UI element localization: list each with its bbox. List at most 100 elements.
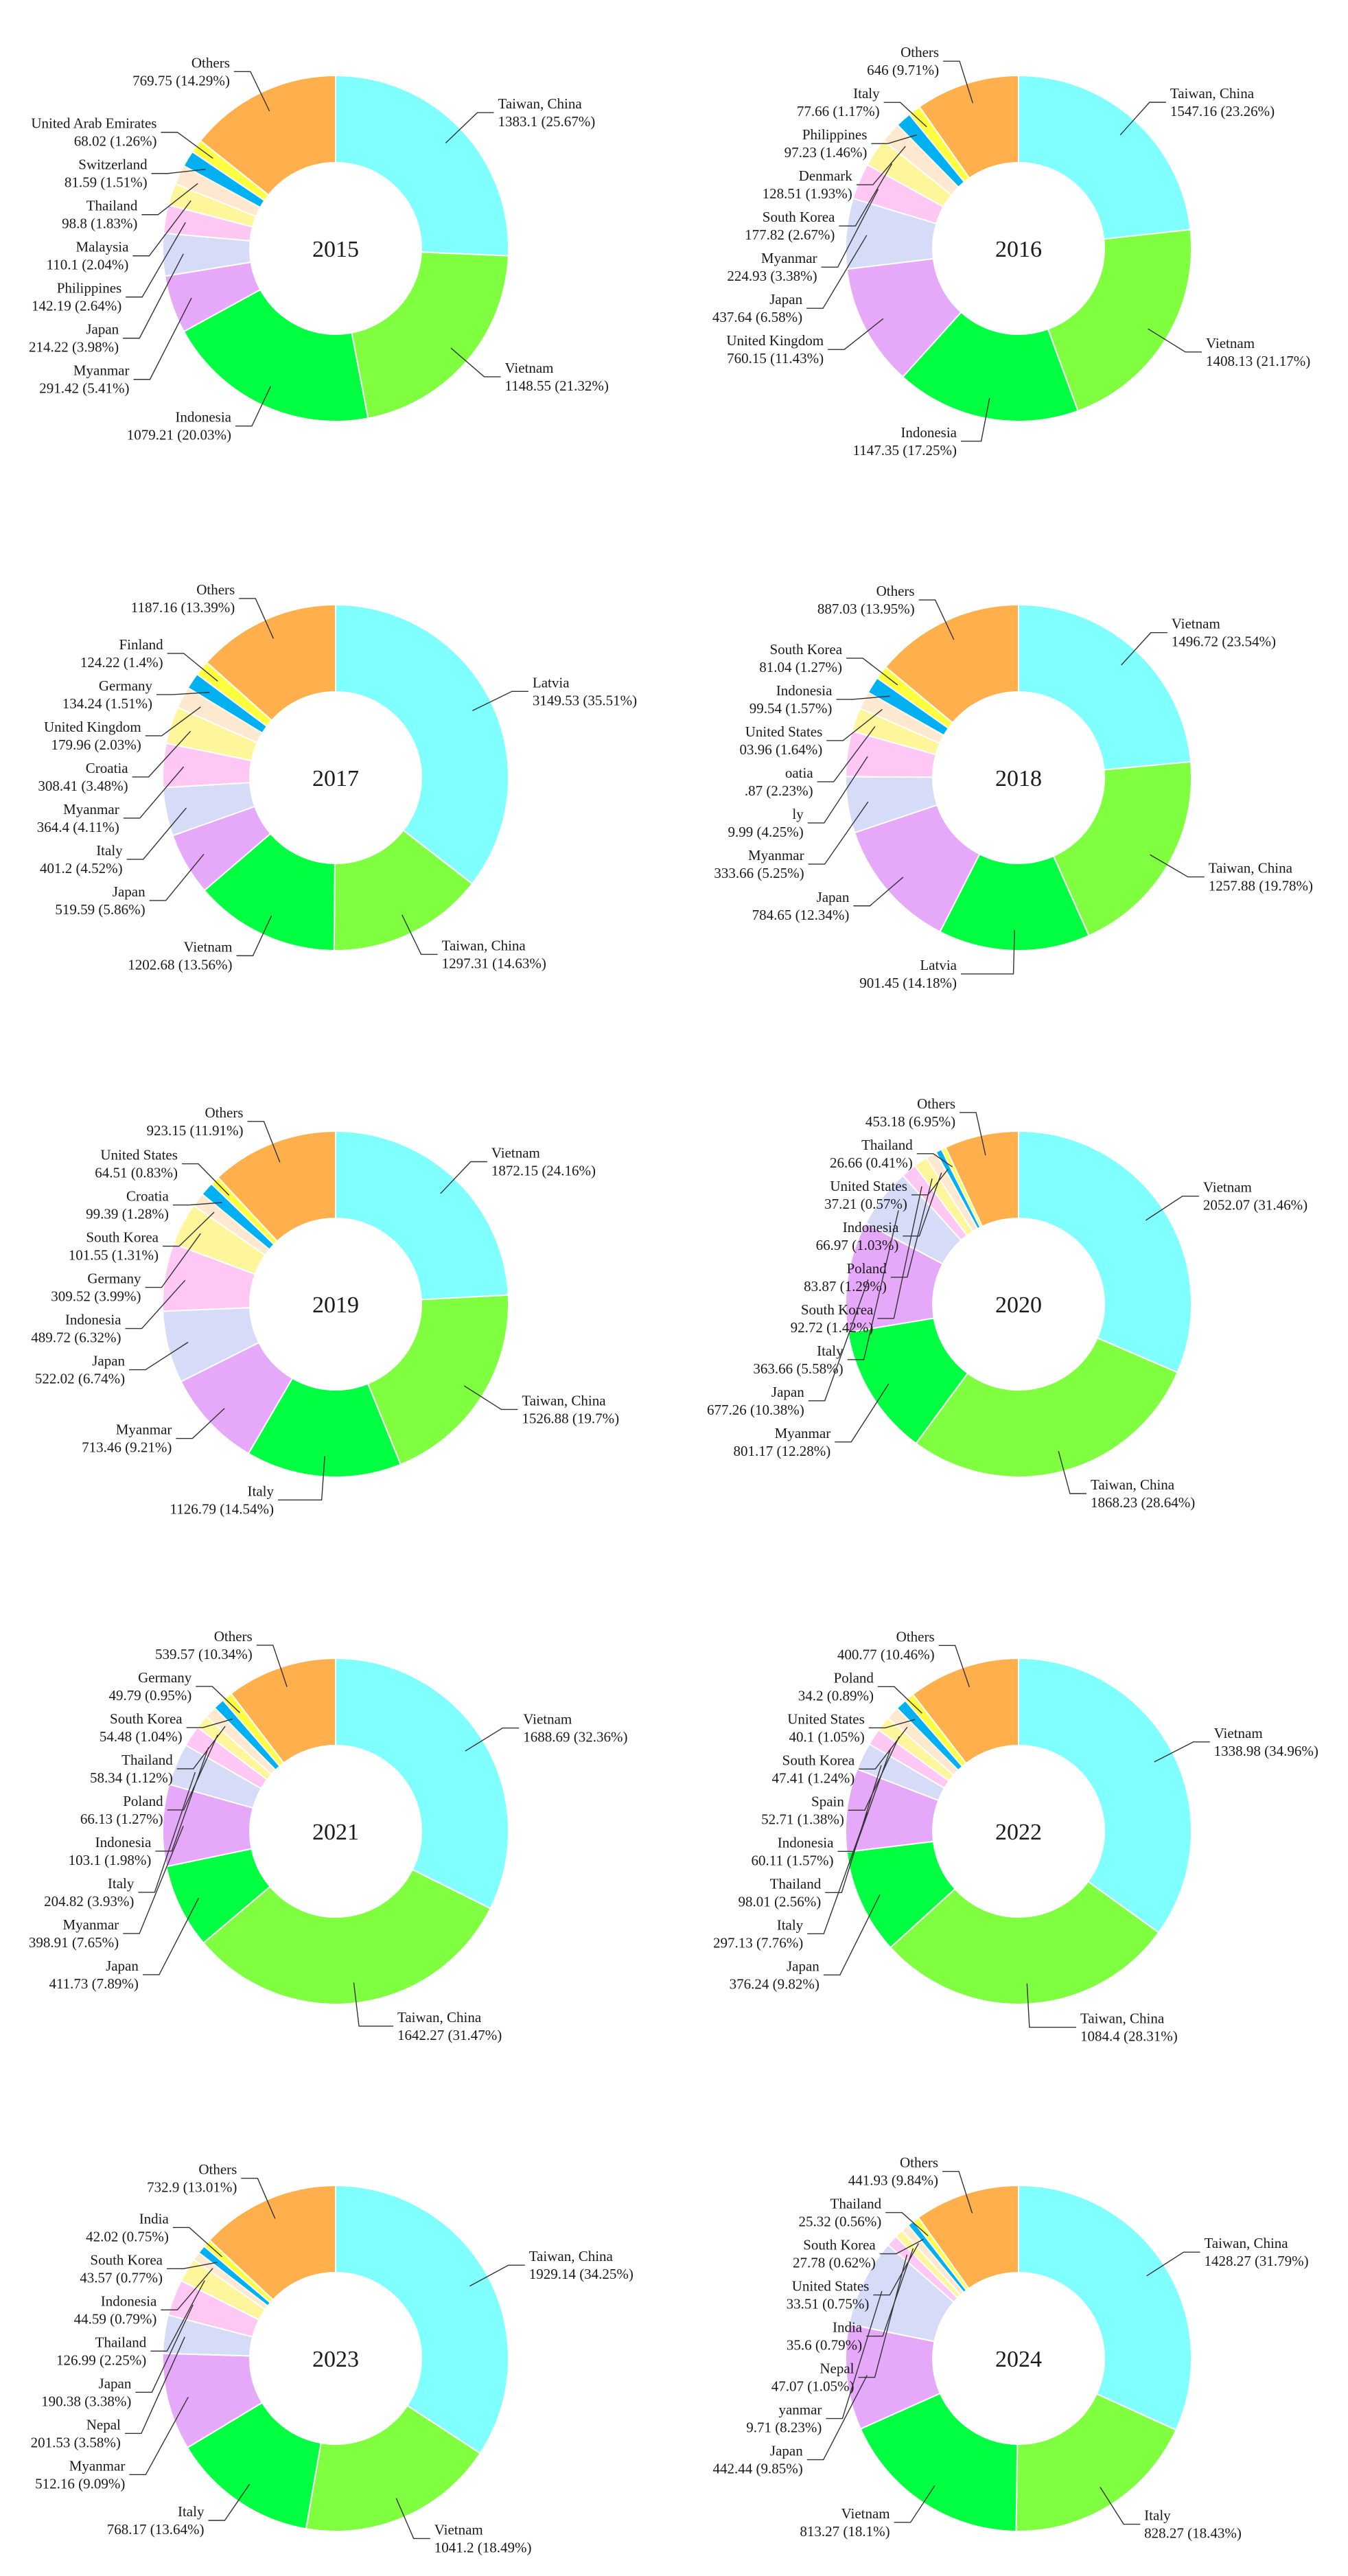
slice-label-name: Finland	[119, 636, 163, 653]
slice-label-value: 124.22 (1.4%)	[80, 654, 163, 671]
slice-label-name: Japan	[106, 1958, 139, 1974]
slice-label-value: 3149.53 (35.51%)	[533, 692, 637, 708]
chart-year-label: 2018	[995, 766, 1042, 791]
leader-line	[826, 709, 883, 741]
leader-line	[938, 1645, 970, 1688]
leader-line	[960, 1112, 986, 1156]
slice-italy	[247, 1377, 402, 1478]
leader-line	[123, 766, 185, 819]
slice-label-name: Croatia	[126, 1188, 169, 1205]
slice-label-value: 1383.1 (25.67%)	[498, 113, 595, 130]
slice-label-value: 49.79 (0.95%)	[108, 1687, 191, 1704]
leader-line	[149, 853, 205, 901]
leader-line	[806, 2375, 868, 2461]
slice-label-name: Indonesia	[65, 1312, 121, 1328]
leader-line	[828, 318, 884, 350]
slice-label-name: yanmar	[778, 2402, 822, 2418]
slice-label-value: 201.53 (3.58%)	[31, 2434, 121, 2450]
leader-line	[1148, 328, 1202, 353]
slice-label-name: Others	[900, 2155, 938, 2171]
leader-line	[848, 1736, 900, 1811]
slice-label-value: 25.32 (0.56%)	[798, 2214, 881, 2230]
slice-label-value: 128.51 (1.93%)	[763, 185, 852, 202]
slice-label-value: 1147.35 (17.25%)	[853, 442, 957, 459]
leader-line	[132, 730, 191, 778]
slice-label-name: Indonesia	[101, 2293, 157, 2309]
slice-label-name: South Korea	[763, 209, 835, 225]
donut-chart-2018: 2018 Vietnam 1496.72 (23.54%) Taiwan, China…	[714, 583, 1313, 991]
slice-label-value: 398.91 (7.65%)	[29, 1934, 119, 1951]
slice-label-name: Vietnam	[1206, 335, 1255, 351]
leader-line	[853, 877, 904, 907]
leader-line	[156, 692, 210, 695]
slice-taiwan-china	[1052, 761, 1192, 937]
slice-label-name: Japan	[99, 2375, 132, 2391]
leader-line	[836, 695, 890, 700]
leader-line	[847, 1210, 899, 1360]
leader-line	[123, 253, 184, 339]
leader-line	[916, 1153, 953, 1168]
slice-label-name: Croatia	[86, 760, 128, 776]
slice-label-name: Nepal	[86, 2416, 121, 2433]
slice-label-name: South Korea	[782, 1752, 855, 1768]
leader-line	[885, 2212, 929, 2236]
slice-label-value: 1148.55 (21.32%)	[504, 378, 608, 394]
slice-label-name: Taiwan, China	[1209, 860, 1293, 877]
slice-label-name: South Korea	[769, 641, 842, 658]
slice-label-value: 769.75 (14.29%)	[132, 72, 230, 89]
leader-line	[129, 1341, 189, 1371]
slice-label-value: 539.57 (10.34%)	[155, 1646, 253, 1662]
slice-label-value: 42.02 (0.75%)	[86, 2228, 169, 2244]
leader-line	[1026, 1983, 1076, 2028]
leader-line	[126, 222, 186, 298]
leader-line	[1146, 1195, 1199, 1221]
slice-label-name: Indonesia	[900, 424, 957, 441]
leader-line	[161, 2268, 213, 2311]
slice-latvia	[335, 603, 509, 885]
slice-label-value: 1868.23 (28.64%)	[1091, 1494, 1195, 1511]
leader-line	[196, 1686, 240, 1713]
slice-label-value: 66.97 (1.03%)	[816, 1237, 899, 1253]
slice-label-name: United Kingdom	[726, 332, 824, 349]
slice-italy	[186, 2402, 322, 2530]
slice-label-name: Indonesia	[175, 409, 231, 426]
leader-line	[167, 1734, 218, 1811]
slice-label-name: Italy	[248, 1483, 275, 1499]
leader-line	[132, 200, 191, 257]
slice-label-name: Japan	[770, 2443, 803, 2459]
chart-year-label: 2020	[995, 1292, 1042, 1318]
slice-label-name: United States	[792, 2278, 870, 2295]
leader-line	[879, 2238, 924, 2255]
slice-label-name: Germany	[138, 1669, 192, 1686]
slice-label-value: 512.16 (9.09%)	[35, 2475, 125, 2492]
slice-label-name: ly	[792, 806, 804, 822]
leader-line	[167, 653, 218, 682]
slice-label-value: 1079.21 (20.03%)	[127, 427, 231, 443]
slice-label-value: 1688.69 (32.36%)	[523, 1729, 627, 1745]
slice-label-value: 27.78 (0.62%)	[793, 2255, 876, 2271]
leader-line	[186, 1718, 233, 1728]
slice-label-name: Italy	[777, 1916, 804, 1933]
slice-taiwan-china	[202, 1868, 491, 2005]
slice-label-name: Thailand	[86, 198, 138, 214]
slice-latvia	[939, 853, 1090, 952]
slice-taiwan-china	[1018, 2184, 1192, 2431]
leader-line	[472, 691, 528, 712]
slice-label-value: 9.71 (8.23%)	[746, 2420, 822, 2436]
slice-label-value: 519.59 (5.86%)	[55, 901, 145, 918]
slice-label-name: Myanmar	[63, 1916, 119, 1933]
leader-line	[846, 658, 898, 686]
leader-line	[256, 1645, 288, 1687]
leader-line	[465, 1727, 520, 1752]
leader-line	[445, 112, 494, 143]
leader-line	[145, 706, 201, 736]
slice-label-name: Taiwan, China	[1080, 2010, 1165, 2027]
slice-label-name: Taiwan, China	[1170, 85, 1255, 102]
leader-line	[239, 598, 275, 639]
slice-label-name: Vietnam	[491, 1144, 540, 1161]
slice-label-name: Myanmar	[775, 1425, 831, 1441]
leader-line	[163, 1211, 215, 1247]
leader-line	[133, 297, 192, 380]
slice-label-value: 1408.13 (21.17%)	[1206, 353, 1310, 369]
slice-label-value: 35.6 (0.79%)	[787, 2337, 862, 2354]
